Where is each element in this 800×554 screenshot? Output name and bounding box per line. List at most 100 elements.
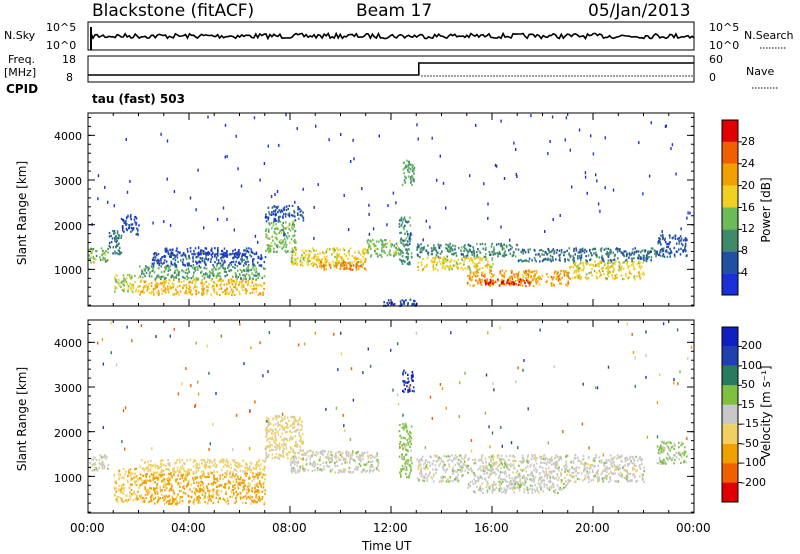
power-cell [300, 256, 302, 259]
power-cell [499, 253, 502, 256]
velocity-cell [294, 456, 297, 459]
velocity-cell [199, 475, 202, 478]
power-cell [633, 257, 635, 260]
velocity-cell [292, 461, 294, 464]
power-cell [123, 288, 126, 291]
power-cell [595, 276, 598, 280]
power-cell [247, 264, 250, 267]
power-cell [132, 227, 135, 231]
power-cell [188, 287, 190, 291]
velocity-cell [401, 468, 404, 471]
power-cell [191, 281, 194, 284]
power-cell [503, 177, 506, 180]
power-cell [292, 257, 294, 260]
velocity-cell [410, 449, 412, 452]
power-cell [486, 279, 488, 282]
power-cell [213, 285, 215, 288]
power-cell [229, 269, 232, 272]
velocity-cell [165, 501, 168, 504]
power-cell [527, 276, 530, 279]
velocity-cell [143, 497, 145, 501]
power-cell [254, 265, 256, 268]
power-cell [385, 243, 387, 246]
velocity-cell [216, 489, 218, 492]
power-cell [252, 260, 254, 263]
freq-tick-18: 18 [62, 53, 76, 66]
power-cell [646, 252, 649, 255]
velocity-cell [148, 475, 151, 478]
velocity-cell [411, 379, 413, 382]
velocity-cell [155, 475, 158, 478]
power-cell [686, 254, 688, 257]
velocity-cell [274, 455, 277, 458]
velocity-cell [410, 443, 412, 446]
velocity-cell [169, 502, 171, 505]
velocity-cell [172, 489, 175, 492]
velocity-cell [249, 461, 252, 464]
power-cell [273, 217, 276, 220]
power-cell [173, 190, 176, 194]
velocity-cell [256, 490, 258, 493]
power-cell [151, 258, 154, 261]
velocity-cell [518, 472, 521, 475]
velocity-cell [115, 490, 118, 493]
power-cell [279, 229, 281, 232]
velocity-cell [408, 476, 410, 479]
velocity-cell [283, 444, 285, 447]
power-cell [410, 164, 412, 167]
velocity-cell [159, 486, 161, 489]
power-cell [667, 246, 670, 249]
power-cell [114, 252, 117, 255]
velocity-cell [149, 478, 151, 481]
power-cell [237, 283, 240, 286]
power-cell [416, 243, 419, 246]
power-cell [166, 177, 168, 181]
power-cell [217, 248, 219, 252]
power-cell [310, 250, 313, 253]
power-cell [621, 261, 624, 264]
velocity-cell [266, 431, 268, 434]
velocity-cell [165, 478, 168, 481]
velocity-cell [176, 469, 179, 472]
power-cell [143, 268, 146, 271]
velocity-cell [275, 448, 277, 451]
power-cell [160, 282, 162, 285]
power-cell [642, 254, 645, 257]
velocity-cell [370, 465, 373, 468]
power-cell [181, 269, 183, 272]
power-cell [463, 260, 465, 263]
velocity-cell [123, 476, 125, 479]
velocity-cell [533, 464, 535, 467]
power-cell [521, 280, 523, 283]
power-cell [188, 284, 190, 288]
power-cell [345, 254, 348, 258]
power-cell [318, 262, 321, 265]
power-cell [520, 258, 522, 261]
velocity-cell [371, 455, 374, 458]
power-cell [401, 303, 403, 306]
velocity-cell [206, 502, 209, 505]
power-cell [450, 247, 452, 250]
velocity-cell [338, 469, 340, 472]
power-cell [175, 275, 178, 278]
velocity-cell [205, 476, 207, 479]
velocity-cell [127, 475, 129, 478]
power-cell [467, 257, 469, 260]
power-cell [187, 250, 189, 253]
power-cell [165, 281, 167, 284]
velocity-cell [377, 459, 379, 462]
power-cell [515, 283, 517, 286]
power-cell [356, 261, 358, 264]
power-cell [610, 264, 613, 267]
power-cell [157, 253, 160, 256]
velocity-cell [362, 453, 364, 456]
velocity-cell [119, 473, 122, 477]
power-cell [645, 260, 648, 263]
power-cell [285, 235, 288, 238]
power-cell [313, 205, 315, 209]
power-cell [319, 252, 321, 255]
power-cell [456, 262, 458, 266]
velocity-cell [295, 440, 297, 443]
velocity-cell [293, 452, 296, 455]
power-cell [122, 228, 124, 232]
